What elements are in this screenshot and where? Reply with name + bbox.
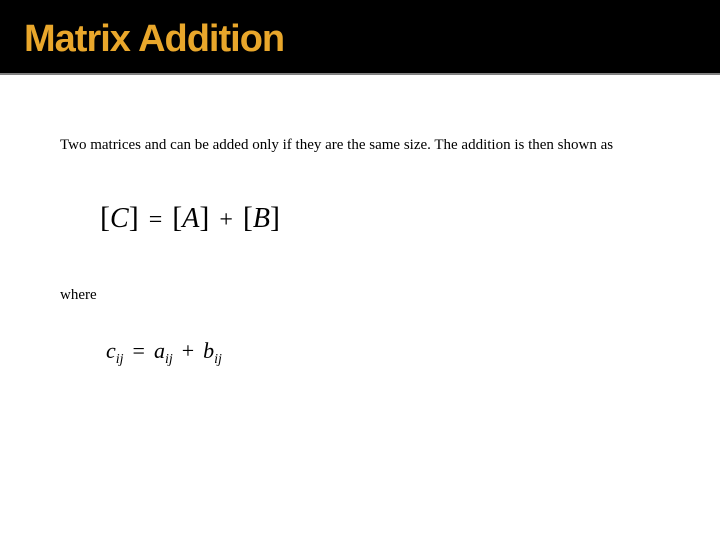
sub-c-ij: ij bbox=[116, 352, 124, 367]
right-bracket-B: ] bbox=[270, 201, 280, 234]
intro-paragraph: Two matrices and can be added only if th… bbox=[60, 135, 660, 155]
right-bracket-C: ] bbox=[129, 201, 139, 234]
plus-op: + bbox=[213, 207, 239, 233]
left-bracket-C: [ bbox=[100, 201, 110, 234]
right-bracket-A: ] bbox=[199, 201, 209, 234]
title-band: Matrix Addition bbox=[0, 0, 720, 75]
var-B: B bbox=[253, 203, 270, 234]
var-a: a bbox=[154, 338, 165, 363]
var-A: A bbox=[182, 203, 199, 234]
plus-op-2: + bbox=[177, 338, 199, 363]
left-bracket-A: [ bbox=[172, 201, 182, 234]
slide-body: Two matrices and can be added only if th… bbox=[0, 75, 720, 364]
equals-op-2: = bbox=[128, 338, 150, 363]
slide-container: { "header": { "title": "Matrix Addition"… bbox=[0, 0, 720, 540]
equation-matrix-sum: [C] = [A] + [B] bbox=[60, 201, 660, 235]
sub-b-ij: ij bbox=[214, 352, 222, 367]
var-c: c bbox=[106, 338, 116, 363]
equation-elementwise: cij = aij + bij bbox=[60, 338, 660, 364]
var-C: C bbox=[110, 203, 129, 234]
left-bracket-B: [ bbox=[243, 201, 253, 234]
equals-op: = bbox=[143, 207, 169, 233]
sub-a-ij: ij bbox=[165, 352, 173, 367]
where-label: where bbox=[60, 287, 660, 304]
slide-title: Matrix Addition bbox=[24, 18, 720, 61]
var-b: b bbox=[203, 338, 214, 363]
